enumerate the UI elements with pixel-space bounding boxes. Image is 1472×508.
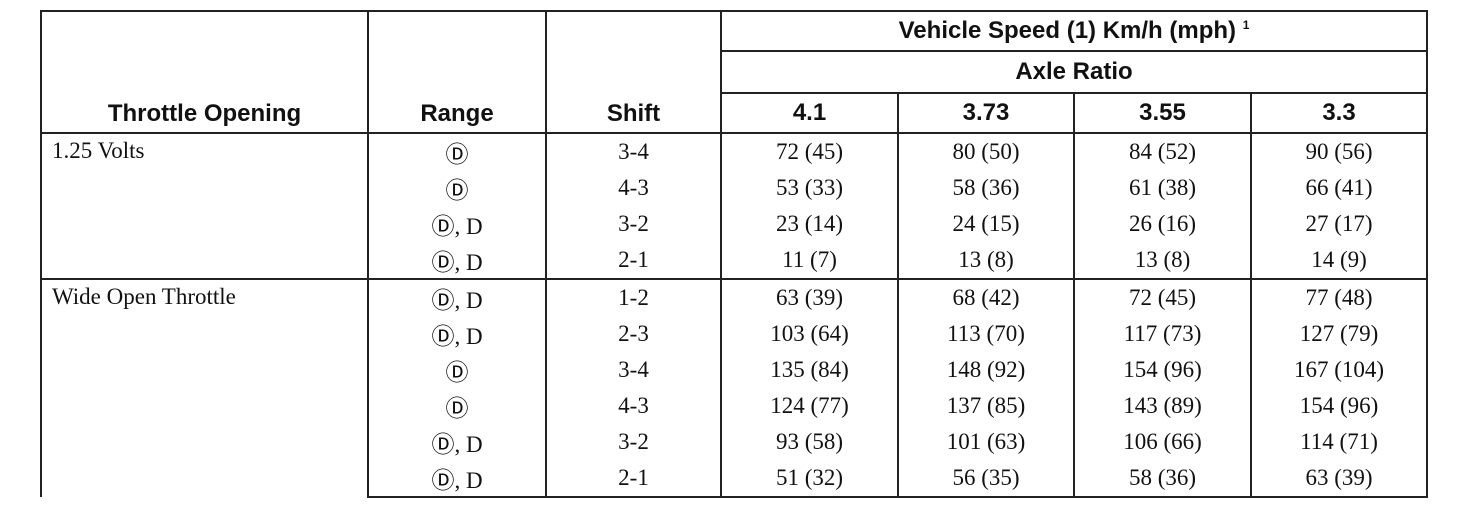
shift-cell: 3-4 [545, 132, 722, 170]
shift-cell: 2-1 [545, 242, 722, 280]
range-cell: Ⓓ [367, 352, 547, 388]
speed-cell: 90 (56) [1249, 132, 1429, 170]
table-row: Wide Open Throttle Ⓓ, D 1-2 63 (39) 68 (42) 7… [40, 278, 1429, 497]
axle-ratio: 3.3 [1249, 92, 1429, 134]
speed-cell: 13 (8) [1073, 242, 1252, 280]
shift-cell: 2-1 [545, 460, 722, 498]
speed-cell: 72 (45) [720, 132, 899, 170]
speed-cell: 143 (89) [1073, 388, 1252, 424]
header-cell: Throttle Opening [40, 10, 369, 134]
speed-cell: 77 (48) [1249, 278, 1429, 316]
range-cell: Ⓓ [367, 132, 547, 170]
speed-cell: 124 (77) [720, 388, 899, 424]
speed-cell: 68 (42) [897, 278, 1075, 316]
speed-cell: 53 (33) [720, 170, 899, 206]
header-cell: Shift [545, 10, 722, 134]
speed-cell: 23 (14) [720, 206, 899, 242]
table-row: Ⓓ 4-3 53 (33) 58 (36) 61 (38) 66 (41) [41, 170, 1429, 206]
speed-cell: 84 (52) [1073, 132, 1252, 170]
range-cell: Ⓓ, D [367, 278, 547, 316]
subgroup-header: Axle Ratio [719, 50, 1429, 94]
speed-cell: 167 (104) [1249, 352, 1429, 388]
speed-cell: 154 (96) [1249, 388, 1429, 424]
range-cell: Ⓓ, D [367, 206, 547, 242]
speed-cell: 24 (15) [897, 206, 1075, 242]
table-row: Ⓓ, D 3-2 23 (14) 24 (15) 26 (16) 27 (17) [41, 206, 1429, 242]
speed-cell: 154 (96) [1073, 352, 1252, 388]
throttle-cell: Wide Open Throttle [40, 278, 369, 497]
shift-cell: 4-3 [545, 388, 722, 424]
shift-cell: 4-3 [545, 170, 722, 206]
speed-cell: 137 (85) [897, 388, 1075, 424]
shift-cell: 3-2 [545, 206, 722, 242]
speed-cell: 135 (84) [720, 352, 899, 388]
speed-cell: 103 (64) [720, 316, 899, 352]
shift-cell: 2-3 [545, 316, 722, 352]
axle-ratio: 4.1 [720, 92, 899, 134]
speed-cell: 61 (38) [1073, 170, 1252, 206]
speed-cell: 56 (35) [897, 460, 1075, 498]
range-cell: Ⓓ, D [367, 424, 547, 460]
speed-cell: 113 (70) [897, 316, 1075, 352]
speed-cell: 93 (58) [720, 424, 899, 460]
speed-cell: 63 (39) [720, 278, 899, 316]
range-cell: Ⓓ, D [367, 316, 547, 352]
shift-cell: 3-2 [545, 424, 722, 460]
group-header: Vehicle Speed (1) Km/h (mph) 1 [719, 10, 1429, 52]
speed-cell: 148 (92) [897, 352, 1075, 388]
range-cell: Ⓓ [367, 388, 547, 424]
throttle-cell: 1.25 Volts [40, 132, 369, 279]
table-row: Ⓓ 4-3 124 (77) 137 (85) 143 (89) 154 (96) [41, 388, 1429, 424]
speed-cell: 58 (36) [1073, 460, 1252, 498]
axle-ratio: 3.73 [897, 92, 1075, 134]
speed-cell: 127 (79) [1249, 316, 1429, 352]
range-cell: Ⓓ [367, 170, 547, 206]
table-row: 1.25 Volts Ⓓ 3-4 72 (45) 80 (50) 84 (52) 90 (5… [40, 132, 1429, 279]
speed-cell: 13 (8) [897, 242, 1075, 280]
shift-cell: 1-2 [545, 278, 722, 316]
range-cell: Ⓓ, D [367, 242, 547, 280]
axle-ratio: 3.55 [1073, 92, 1252, 134]
shift-speed-table: Throttle Opening Range Shift Vehicle Spe… [40, 10, 1429, 498]
speed-cell: 11 (7) [720, 242, 899, 280]
footnote-marker: 1 [1242, 18, 1250, 32]
speed-cell: 51 (32) [720, 460, 899, 498]
table-row: Ⓓ 3-4 135 (84) 148 (92) 154 (96) 167 (104) [41, 352, 1429, 388]
speed-cell: 14 (9) [1249, 242, 1429, 280]
group-title: Vehicle Speed (1) Km/h (mph) [898, 17, 1237, 44]
speed-cell: 80 (50) [897, 132, 1075, 170]
speed-cell: 106 (66) [1073, 424, 1252, 460]
table-row: Ⓓ, D 3-2 93 (58) 101 (63) 106 (66) 114 (71) [41, 424, 1429, 460]
speed-cell: 58 (36) [897, 170, 1075, 206]
speed-cell: 72 (45) [1073, 278, 1252, 316]
speed-cell: 101 (63) [897, 424, 1075, 460]
range-cell: Ⓓ, D [367, 460, 547, 498]
speed-cell: 26 (16) [1073, 206, 1252, 242]
header-cell: Range [367, 10, 547, 134]
speed-cell: 27 (17) [1249, 206, 1429, 242]
speed-cell: 63 (39) [1249, 460, 1429, 498]
speed-cell: 66 (41) [1249, 170, 1429, 206]
speed-cell: 114 (71) [1249, 424, 1429, 460]
table-row: Ⓓ, D 2-1 51 (32) 56 (35) 58 (36) 63 (39) [41, 460, 1429, 498]
table-row: Ⓓ, D 2-3 103 (64) 113 (70) 117 (73) 127 (79) [41, 316, 1429, 352]
speed-cell: 117 (73) [1073, 316, 1252, 352]
shift-cell: 3-4 [545, 352, 722, 388]
table-row: Ⓓ, D 2-1 11 (7) 13 (8) 13 (8) 14 (9) [41, 242, 1429, 280]
